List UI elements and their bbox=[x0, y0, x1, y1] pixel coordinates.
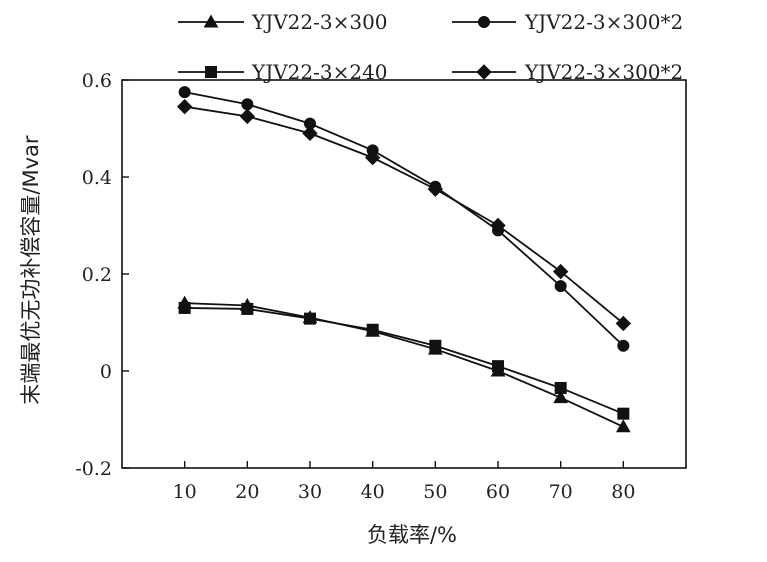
data-point-diamond bbox=[490, 217, 506, 234]
x-tick-label: 60 bbox=[486, 481, 510, 503]
data-point-diamond bbox=[364, 149, 381, 166]
series-line bbox=[184, 105, 624, 325]
series-line bbox=[184, 91, 624, 347]
series-square bbox=[178, 301, 630, 420]
data-point-square bbox=[241, 302, 254, 315]
legend-label: YJV22-3×300*2 bbox=[524, 60, 683, 84]
x-tick-label: 10 bbox=[173, 481, 197, 503]
y-axis-title: 末端最优无功补偿容量/Mvar bbox=[19, 135, 43, 404]
data-point-square bbox=[554, 381, 567, 394]
series-diamond bbox=[176, 98, 632, 332]
legend-item: YJV22-3×300*2 bbox=[452, 60, 683, 84]
legend-item: YJV22-3×300 bbox=[178, 10, 388, 34]
y-tick-label: 0.6 bbox=[82, 70, 112, 92]
y-tick-label: -0.2 bbox=[75, 458, 112, 480]
y-tick-label: 0.4 bbox=[82, 167, 112, 189]
x-axis-title: 负载率/% bbox=[367, 523, 457, 547]
data-point-square bbox=[429, 339, 442, 352]
data-point-circle bbox=[617, 339, 630, 352]
data-point-square bbox=[304, 312, 316, 325]
data-point-triangle bbox=[553, 390, 569, 404]
data-point-square bbox=[366, 323, 379, 336]
legend-label: YJV22-3×300 bbox=[251, 10, 388, 34]
data-point-diamond bbox=[176, 98, 193, 115]
data-point-circle bbox=[554, 280, 567, 293]
data-point-circle bbox=[178, 86, 191, 99]
y-tick-label: 0.2 bbox=[82, 264, 112, 286]
data-point-square bbox=[617, 407, 630, 420]
data-point-diamond bbox=[239, 108, 256, 125]
data-point-square bbox=[178, 301, 191, 314]
y-tick-label: 0 bbox=[100, 361, 112, 383]
data-point-diamond bbox=[552, 263, 569, 280]
legend-marker-diamond bbox=[476, 64, 492, 80]
series-line bbox=[184, 302, 624, 428]
axes: -0.2 0 0.2 0.4 0.6 10 20 30 40 50 60 70 80 bbox=[75, 70, 687, 503]
data-point-square bbox=[492, 360, 504, 373]
legend-marker-circle bbox=[478, 16, 490, 28]
legend-marker-square bbox=[205, 66, 217, 78]
legend-marker-triangle bbox=[203, 14, 219, 28]
x-tick-label: 40 bbox=[361, 481, 385, 503]
data-point-diamond bbox=[427, 181, 444, 197]
legend: YJV22-3×300 YJV22-3×240 YJV22-3×300*2 YJV22… bbox=[178, 10, 683, 84]
series-circle bbox=[178, 86, 630, 352]
series-line bbox=[184, 307, 624, 415]
x-tick-label: 80 bbox=[611, 481, 635, 503]
data-point-triangle bbox=[615, 419, 631, 433]
x-tick-label: 70 bbox=[549, 481, 573, 503]
legend-item: YJV22-3×300*2 bbox=[452, 10, 683, 34]
legend-label: YJV22-3×240 bbox=[251, 60, 388, 84]
series-triangle bbox=[177, 295, 631, 433]
legend-item: YJV22-3×240 bbox=[178, 60, 388, 84]
plot-frame bbox=[121, 79, 687, 469]
legend-label: YJV22-3×300*2 bbox=[524, 10, 683, 34]
data-point-circle bbox=[241, 98, 254, 111]
data-point-diamond bbox=[302, 125, 318, 142]
x-tick-label: 50 bbox=[423, 481, 447, 503]
data-point-diamond bbox=[615, 315, 632, 332]
series-layer bbox=[176, 86, 632, 433]
x-tick-label: 30 bbox=[298, 481, 322, 503]
x-tick-label: 20 bbox=[235, 481, 259, 503]
